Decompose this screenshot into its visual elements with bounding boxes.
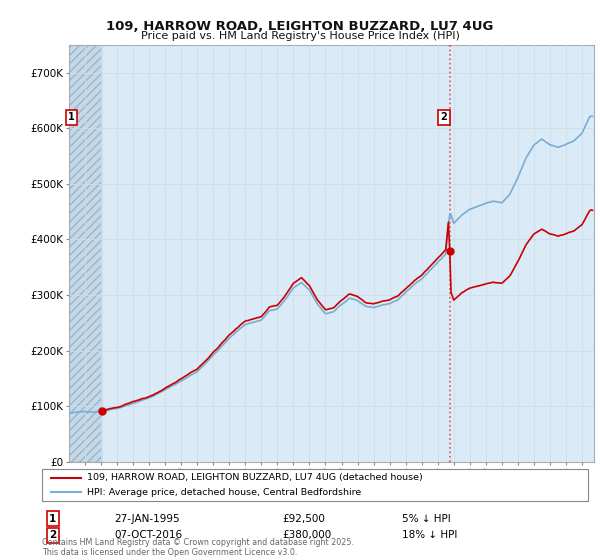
Text: 1: 1 [68,112,75,122]
Text: 109, HARROW ROAD, LEIGHTON BUZZARD, LU7 4UG: 109, HARROW ROAD, LEIGHTON BUZZARD, LU7 … [106,20,494,32]
Text: 5% ↓ HPI: 5% ↓ HPI [402,514,451,524]
Bar [69,45,102,462]
Text: 2: 2 [441,112,448,122]
Text: 07-OCT-2016: 07-OCT-2016 [114,530,182,540]
Text: 27-JAN-1995: 27-JAN-1995 [114,514,179,524]
Text: 2: 2 [49,530,56,540]
Text: 1: 1 [49,514,56,524]
Bar [69,45,102,462]
Text: £92,500: £92,500 [282,514,325,524]
Text: 109, HARROW ROAD, LEIGHTON BUZZARD, LU7 4UG (detached house): 109, HARROW ROAD, LEIGHTON BUZZARD, LU7 … [87,473,423,482]
Text: HPI: Average price, detached house, Central Bedfordshire: HPI: Average price, detached house, Cent… [87,488,361,497]
Text: Contains HM Land Registry data © Crown copyright and database right 2025.
This d: Contains HM Land Registry data © Crown c… [42,538,354,557]
Text: £380,000: £380,000 [282,530,331,540]
Text: 18% ↓ HPI: 18% ↓ HPI [402,530,457,540]
Text: Price paid vs. HM Land Registry's House Price Index (HPI): Price paid vs. HM Land Registry's House … [140,31,460,41]
